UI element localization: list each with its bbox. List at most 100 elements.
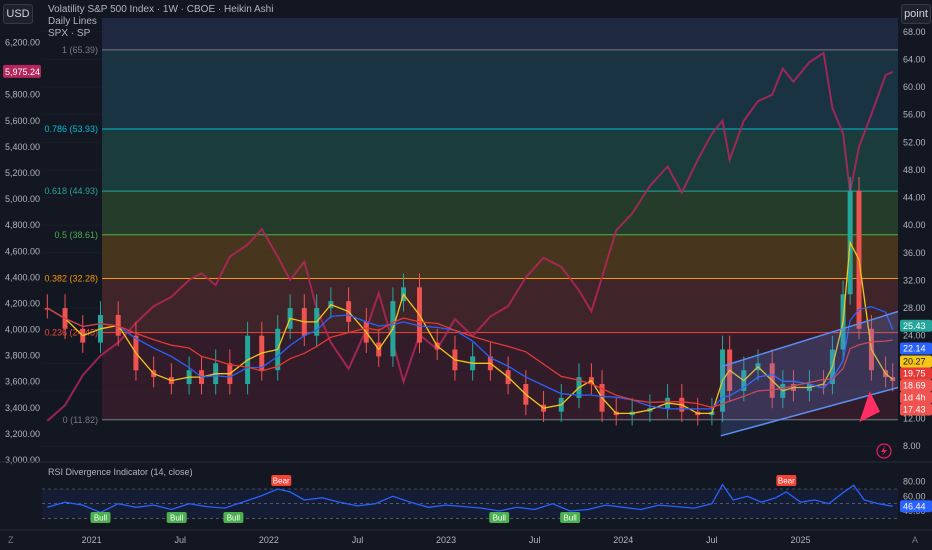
fib-zone-top (102, 18, 898, 50)
rsi-current-badge (900, 500, 932, 513)
timezone-icon[interactable]: Z (8, 535, 14, 545)
right-axis-tick: 12.00 (903, 414, 926, 424)
fib-zone (102, 49, 898, 129)
signal-label: Bull (170, 514, 184, 523)
bull-signal (166, 512, 187, 523)
price-badge (900, 355, 932, 368)
right-axis-tick: 32.00 (903, 275, 926, 285)
signal-label: Bear (778, 477, 795, 486)
left-axis-tick: 4,200.00 (5, 298, 40, 308)
fib-zone (102, 278, 898, 333)
right-axis-tick: 48.00 (903, 165, 926, 175)
left-axis-tick: 3,200.00 (5, 429, 40, 439)
pink-arrow-icon (859, 391, 881, 422)
right-price-axis[interactable]: 68.00 64.00 60.00 56.00 52.00 48.00 44.00 40.00… (900, 27, 932, 451)
signal-label: Bull (227, 514, 241, 523)
spx-line (46, 51, 894, 422)
right-axis-tick: 36.00 (903, 248, 926, 258)
right-axis-tick: 60.00 (903, 82, 926, 92)
time-axis-tick: Jul (706, 535, 718, 545)
price-badge (900, 403, 932, 416)
ma-fast-line (46, 240, 894, 415)
lightning-icon (881, 446, 887, 456)
price-badge-label: 1d 4h (903, 392, 926, 402)
chart-title: Volatility S&P 500 Index · 1W · CBOE · H… (48, 4, 274, 15)
price-badge (900, 391, 932, 404)
rsi-pane[interactable]: 80.0060.0040.0046.44BullBullBullBearBull… (0, 461, 932, 523)
price-badge-label: 17.43 (903, 404, 926, 414)
vix-candles (44, 176, 896, 426)
rsi-title: RSI Divergence Indicator (14, close) (48, 467, 193, 477)
left-axis-tick: 3,400.00 (5, 403, 40, 413)
bear-signal (776, 475, 797, 486)
ma-mid-line (46, 306, 894, 410)
candle-body (821, 384, 827, 386)
left-axis-tick: 3,600.00 (5, 377, 40, 387)
rsi-line (47, 483, 893, 514)
price-badge-label: 18.69 (903, 380, 926, 390)
bull-signal (560, 512, 581, 523)
left-axis-tick: 4,800.00 (5, 220, 40, 230)
bull-signal (489, 512, 510, 523)
time-axis-tick: 2024 (613, 535, 633, 545)
left-axis-tick: 5,800.00 (5, 90, 40, 100)
spx-current-badge (3, 64, 41, 78)
time-axis[interactable]: 2021 Jul 2022 Jul 2023 Jul 2024 Jul 2025 (0, 529, 932, 545)
indicator-label-daily-lines[interactable]: Daily Lines (48, 16, 97, 27)
right-axis-tick: 44.00 (903, 193, 926, 203)
right-axis-tick: 28.00 (903, 303, 926, 313)
time-axis-tick: 2021 (82, 535, 102, 545)
left-axis-tick: 4,000.00 (5, 325, 40, 335)
bull-signal (90, 512, 111, 523)
scale-mode-button[interactable]: point (901, 4, 931, 24)
time-axis-tick: Jul (352, 535, 364, 545)
time-axis-tick: Jul (529, 535, 541, 545)
price-badge (900, 319, 932, 332)
right-axis-tick: 24.00 (903, 331, 926, 341)
spx-current-label: 5,975.24 (5, 67, 40, 77)
time-axis-tick: 2023 (436, 535, 456, 545)
fib-level-label: 0.618 (44.93) (44, 186, 98, 196)
fib-level-label: 0.382 (32.28) (44, 274, 98, 284)
signal-label: Bull (493, 514, 507, 523)
time-axis-tick: 2025 (791, 535, 811, 545)
left-axis-tick: 5,000.00 (5, 194, 40, 204)
rsi-axis-tick: 60.00 (903, 491, 926, 501)
left-axis-tick: 5,600.00 (5, 116, 40, 126)
right-axis-tick: 68.00 (903, 27, 926, 37)
left-axis-tick: 3,000.00 (5, 455, 40, 465)
price-badge (900, 367, 932, 380)
fib-zone (102, 191, 898, 235)
left-price-axis[interactable]: 6,200.006,000.005,800.005,600.005,400.00… (3, 38, 41, 465)
fibonacci-retracement[interactable]: 1 (65.39) 0.786 (53.93) 0.618 (44.93) 0.5 (… (44, 18, 898, 425)
price-badge (900, 379, 932, 392)
right-axis-tick: 40.00 (903, 220, 926, 230)
spx-overlay (46, 51, 894, 422)
auto-scale-icon[interactable]: A (912, 535, 918, 545)
left-axis-tick: 5,400.00 (5, 142, 40, 152)
signal-label: Bull (563, 514, 577, 523)
rsi-axis-tick: 80.00 (903, 477, 926, 487)
right-axis-tick: 64.00 (903, 54, 926, 64)
ma-slow-line (46, 307, 893, 409)
fib-zone (102, 234, 898, 279)
left-axis-tick: 5,200.00 (5, 168, 40, 178)
right-axis-tick: 8.00 (903, 441, 921, 451)
time-axis-tick: Jul (174, 535, 186, 545)
price-badge-label: 20.27 (903, 356, 926, 366)
currency-button[interactable]: USD (3, 4, 33, 24)
fib-level-label: 0.786 (53.93) (44, 124, 98, 134)
fib-level-label: 1 (65.39) (62, 45, 98, 55)
right-axis-tick: 52.00 (903, 137, 926, 147)
fib-level-label: 0.236 (24.45) (44, 328, 98, 338)
bull-signal (223, 512, 244, 523)
channel-upper-line (720, 310, 899, 368)
signal-label: Bear (273, 477, 290, 486)
indicator-label-spx[interactable]: SPX · SP (48, 28, 91, 39)
price-badge-label: 25.43 (903, 321, 926, 331)
left-axis-tick: 3,800.00 (5, 351, 40, 361)
lightning-icon-circle[interactable] (876, 443, 892, 459)
right-axis-tick: 56.00 (903, 110, 926, 120)
left-axis-tick: 4,600.00 (5, 246, 40, 256)
